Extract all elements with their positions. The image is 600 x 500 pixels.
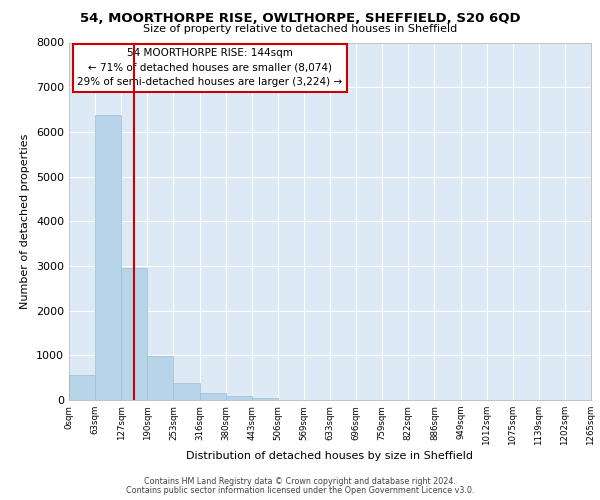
Text: 54 MOORTHORPE RISE: 144sqm
← 71% of detached houses are smaller (8,074)
29% of s: 54 MOORTHORPE RISE: 144sqm ← 71% of deta…: [77, 48, 343, 88]
Bar: [226, 396, 252, 400]
Bar: [173, 383, 199, 400]
Bar: [95, 115, 121, 400]
Text: Contains HM Land Registry data © Crown copyright and database right 2024.: Contains HM Land Registry data © Crown c…: [144, 477, 456, 486]
Y-axis label: Number of detached properties: Number of detached properties: [20, 134, 31, 309]
Bar: [199, 393, 226, 400]
Text: Size of property relative to detached houses in Sheffield: Size of property relative to detached ho…: [143, 24, 457, 34]
Bar: [252, 398, 278, 400]
Bar: [121, 268, 148, 400]
Bar: [148, 356, 173, 400]
Text: Contains public sector information licensed under the Open Government Licence v3: Contains public sector information licen…: [126, 486, 474, 495]
Text: 54, MOORTHORPE RISE, OWLTHORPE, SHEFFIELD, S20 6QD: 54, MOORTHORPE RISE, OWLTHORPE, SHEFFIEL…: [80, 12, 520, 26]
X-axis label: Distribution of detached houses by size in Sheffield: Distribution of detached houses by size …: [187, 451, 473, 461]
Bar: [69, 376, 95, 400]
